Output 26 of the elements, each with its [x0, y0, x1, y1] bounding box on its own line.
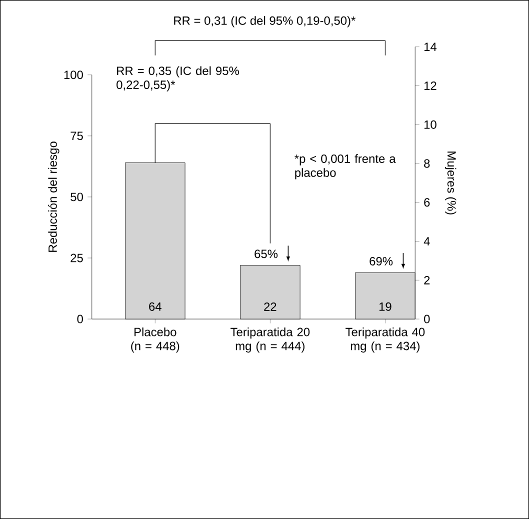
y2-tick-label: 10	[424, 120, 436, 129]
text: RR = 0,31 (IC del 95% 0,19-0,50)*	[174, 16, 356, 28]
y2-axis-title: Mujeres (%)	[445, 152, 456, 214]
x-tick-label: Teriparatida 40 mg (n = 434)	[346, 327, 425, 353]
annotation: 69%	[370, 256, 393, 266]
y2-tick-label: 0	[424, 314, 430, 324]
y-tick-label: 100	[64, 70, 83, 80]
y2-tick-label: 8	[424, 159, 430, 168]
y-tick-label: 25	[70, 254, 83, 262]
y2-tick-label: 12	[424, 82, 436, 90]
y2-tick-label: 2	[424, 276, 430, 284]
annotation: RR = 0,35 (IC del 95% 0,22-0,55)*	[116, 66, 239, 92]
y-tick-label: 50	[70, 192, 83, 202]
x-tick-label: Placebo (n = 448)	[131, 327, 180, 353]
y-tick-label: 0	[77, 314, 83, 324]
data-label: 19	[379, 302, 392, 311]
data-label: 64	[149, 302, 162, 311]
data-label: 22	[264, 302, 276, 311]
y-tick-label: 75	[70, 132, 83, 140]
y-axis-title: Reducción del riesgo	[48, 142, 60, 252]
y2-tick-label: 14	[424, 42, 437, 51]
x-tick-label: Teriparatida 20 mg (n = 444)	[230, 327, 310, 353]
y2-tick-label: 6	[424, 198, 430, 207]
annotation: *p < 0,001 frente a placebo	[294, 154, 396, 180]
y2-tick-label: 4	[424, 237, 430, 246]
annotation: 65%	[254, 250, 278, 258]
